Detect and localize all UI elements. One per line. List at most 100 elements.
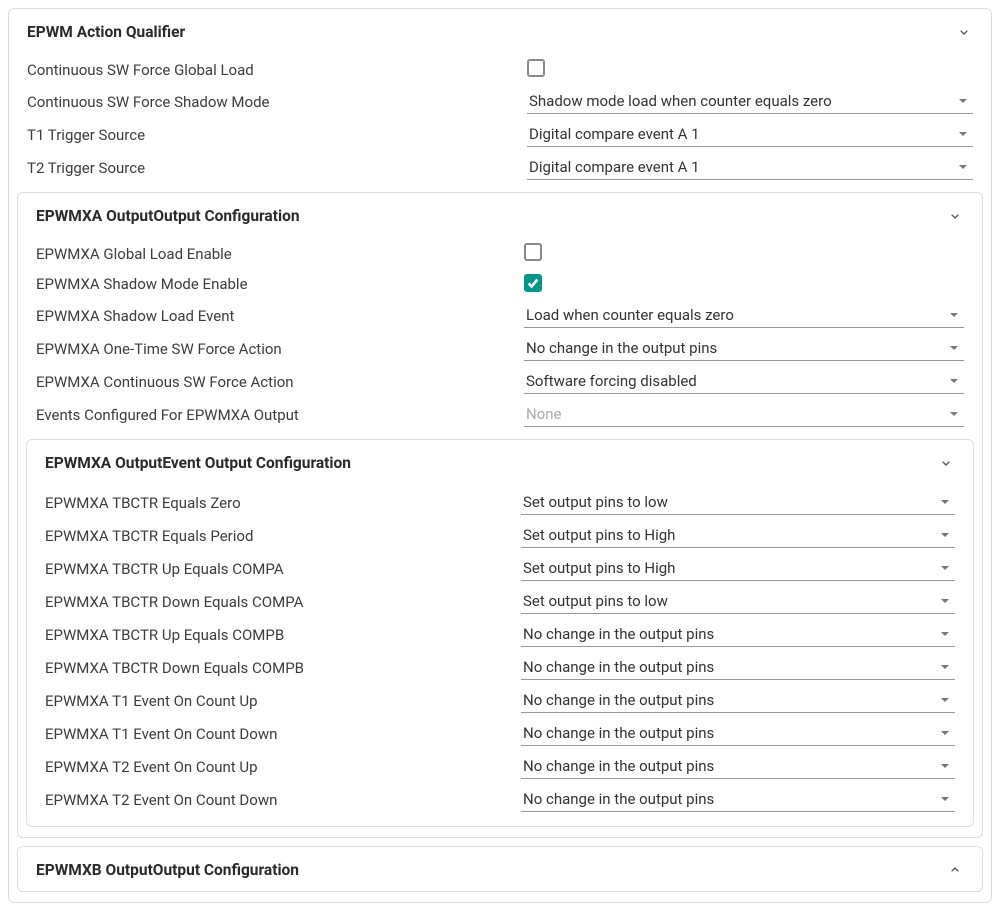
checkbox-epwmxa-shadow-mode-enable[interactable] xyxy=(524,274,542,292)
section-title: EPWMXB OutputOutput Configuration xyxy=(36,861,299,879)
caret-down-icon xyxy=(948,408,960,420)
caret-down-icon xyxy=(957,161,969,173)
select-value: Set output pins to High xyxy=(523,559,675,577)
caret-down-icon xyxy=(948,375,960,387)
select-value: No change in the output pins xyxy=(523,757,714,775)
caret-down-icon xyxy=(939,562,951,574)
epwmxa-output-panel: EPWMXA OutputOutput Configuration EPWMXA… xyxy=(17,192,983,838)
caret-down-icon xyxy=(957,95,969,107)
select-value: No change in the output pins xyxy=(523,625,714,643)
select-value: Shadow mode load when counter equals zer… xyxy=(529,92,832,110)
caret-down-icon xyxy=(939,727,951,739)
section-title: EPWMXA OutputEvent Output Configuration xyxy=(45,454,351,472)
field-label: EPWMXA TBCTR Up Equals COMPA xyxy=(45,560,521,578)
field-label: Continuous SW Force Global Load xyxy=(27,61,527,79)
field-label: EPWMXA T2 Event On Count Down xyxy=(45,791,521,809)
select-t1-trigger-source[interactable]: Digital compare event A 1 xyxy=(527,122,973,147)
select-value: Software forcing disabled xyxy=(526,372,697,390)
row-t1-count-up: EPWMXA T1 Event On Count Up No change in… xyxy=(31,684,969,717)
field-label: EPWMXA Shadow Mode Enable xyxy=(36,275,524,293)
select-t2-trigger-source[interactable]: Digital compare event A 1 xyxy=(527,155,973,180)
caret-down-icon xyxy=(939,793,951,805)
row-epwmxa-continuous-force: EPWMXA Continuous SW Force Action Softwa… xyxy=(22,365,978,398)
select-value: Set output pins to low xyxy=(523,592,668,610)
section-header-epwmxb-output[interactable]: EPWMXB OutputOutput Configuration xyxy=(22,851,978,887)
field-label: T1 Trigger Source xyxy=(27,126,527,144)
select-tbctr-equals-period[interactable]: Set output pins to High xyxy=(521,523,955,548)
select-value: Load when counter equals zero xyxy=(526,306,734,324)
select-tbctr-up-compa[interactable]: Set output pins to High xyxy=(521,556,955,581)
row-tbctr-down-compa: EPWMXA TBCTR Down Equals COMPA Set outpu… xyxy=(31,585,969,618)
select-sw-force-shadow-mode[interactable]: Shadow mode load when counter equals zer… xyxy=(527,89,973,114)
row-tbctr-equals-zero: EPWMXA TBCTR Equals Zero Set output pins… xyxy=(31,486,969,519)
caret-down-icon xyxy=(939,661,951,673)
select-value: No change in the output pins xyxy=(523,691,714,709)
caret-down-icon xyxy=(939,496,951,508)
field-label: EPWMXA Shadow Load Event xyxy=(36,307,524,325)
select-t1-count-down[interactable]: No change in the output pins xyxy=(521,721,955,746)
field-label: EPWMXA TBCTR Up Equals COMPB xyxy=(45,626,521,644)
select-value: No change in the output pins xyxy=(523,658,714,676)
select-epwmxa-events-configured[interactable]: None xyxy=(524,402,964,427)
row-tbctr-up-compb: EPWMXA TBCTR Up Equals COMPB No change i… xyxy=(31,618,969,651)
select-epwmxa-shadow-load-event[interactable]: Load when counter equals zero xyxy=(524,303,964,328)
field-label: EPWMXA TBCTR Equals Zero xyxy=(45,494,521,512)
row-t1-trigger-source: T1 Trigger Source Digital compare event … xyxy=(13,118,987,151)
field-label: EPWMXA TBCTR Equals Period xyxy=(45,527,521,545)
section-header-epwmxa-event-output[interactable]: EPWMXA OutputEvent Output Configuration xyxy=(31,444,969,480)
field-label: EPWMXA Continuous SW Force Action xyxy=(36,373,524,391)
row-epwmxa-shadow-mode-enable: EPWMXA Shadow Mode Enable xyxy=(22,269,978,299)
checkbox-sw-force-global-load[interactable] xyxy=(527,59,545,77)
field-label: EPWMXA T2 Event On Count Up xyxy=(45,758,521,776)
chevron-down-icon xyxy=(946,207,964,225)
select-value: Set output pins to High xyxy=(523,526,675,544)
field-label: EPWMXA TBCTR Down Equals COMPA xyxy=(45,593,521,611)
select-t1-count-up[interactable]: No change in the output pins xyxy=(521,688,955,713)
select-value: Digital compare event A 1 xyxy=(529,158,700,176)
select-value: No change in the output pins xyxy=(523,724,714,742)
row-tbctr-up-compa: EPWMXA TBCTR Up Equals COMPA Set output … xyxy=(31,552,969,585)
section-title: EPWM Action Qualifier xyxy=(27,23,185,41)
row-sw-force-shadow-mode: Continuous SW Force Shadow Mode Shadow m… xyxy=(13,85,987,118)
field-label: EPWMXA One-Time SW Force Action xyxy=(36,340,524,358)
action-qualifier-panel: EPWM Action Qualifier Continuous SW Forc… xyxy=(8,8,992,903)
field-label: T2 Trigger Source xyxy=(27,159,527,177)
select-value: Set output pins to low xyxy=(523,493,668,511)
row-epwmxa-shadow-load-event: EPWMXA Shadow Load Event Load when count… xyxy=(22,299,978,332)
select-tbctr-down-compb[interactable]: No change in the output pins xyxy=(521,655,955,680)
epwmxa-event-output-panel: EPWMXA OutputEvent Output Configuration … xyxy=(26,439,974,827)
caret-down-icon xyxy=(957,128,969,140)
select-value: No change in the output pins xyxy=(523,790,714,808)
select-tbctr-equals-zero[interactable]: Set output pins to low xyxy=(521,490,955,515)
checkbox-epwmxa-global-load-enable[interactable] xyxy=(524,243,542,261)
row-tbctr-equals-period: EPWMXA TBCTR Equals Period Set output pi… xyxy=(31,519,969,552)
row-t2-count-up: EPWMXA T2 Event On Count Up No change in… xyxy=(31,750,969,783)
select-value: None xyxy=(526,405,562,423)
field-label: EPWMXA T1 Event On Count Down xyxy=(45,725,521,743)
select-t2-count-down[interactable]: No change in the output pins xyxy=(521,787,955,812)
section-header-action-qualifier[interactable]: EPWM Action Qualifier xyxy=(13,13,987,49)
row-epwmxa-onetime-force: EPWMXA One-Time SW Force Action No chang… xyxy=(22,332,978,365)
select-epwmxa-onetime-force[interactable]: No change in the output pins xyxy=(524,336,964,361)
field-label: Events Configured For EPWMXA Output xyxy=(36,406,524,424)
caret-down-icon xyxy=(948,309,960,321)
select-t2-count-up[interactable]: No change in the output pins xyxy=(521,754,955,779)
section-header-epwmxa-output[interactable]: EPWMXA OutputOutput Configuration xyxy=(22,197,978,233)
caret-down-icon xyxy=(939,529,951,541)
caret-down-icon xyxy=(939,694,951,706)
row-t2-count-down: EPWMXA T2 Event On Count Down No change … xyxy=(31,783,969,816)
select-epwmxa-continuous-force[interactable]: Software forcing disabled xyxy=(524,369,964,394)
field-label: EPWMXA T1 Event On Count Up xyxy=(45,692,521,710)
field-label: EPWMXA Global Load Enable xyxy=(36,245,524,263)
field-label: EPWMXA TBCTR Down Equals COMPB xyxy=(45,659,521,677)
select-tbctr-down-compa[interactable]: Set output pins to low xyxy=(521,589,955,614)
select-tbctr-up-compb[interactable]: No change in the output pins xyxy=(521,622,955,647)
section-title: EPWMXA OutputOutput Configuration xyxy=(36,207,300,225)
row-t1-count-down: EPWMXA T1 Event On Count Down No change … xyxy=(31,717,969,750)
caret-down-icon xyxy=(939,595,951,607)
select-value: Digital compare event A 1 xyxy=(529,125,700,143)
row-tbctr-down-compb: EPWMXA TBCTR Down Equals COMPB No change… xyxy=(31,651,969,684)
chevron-up-icon xyxy=(946,861,964,879)
chevron-down-icon xyxy=(955,23,973,41)
field-label: Continuous SW Force Shadow Mode xyxy=(27,93,527,111)
